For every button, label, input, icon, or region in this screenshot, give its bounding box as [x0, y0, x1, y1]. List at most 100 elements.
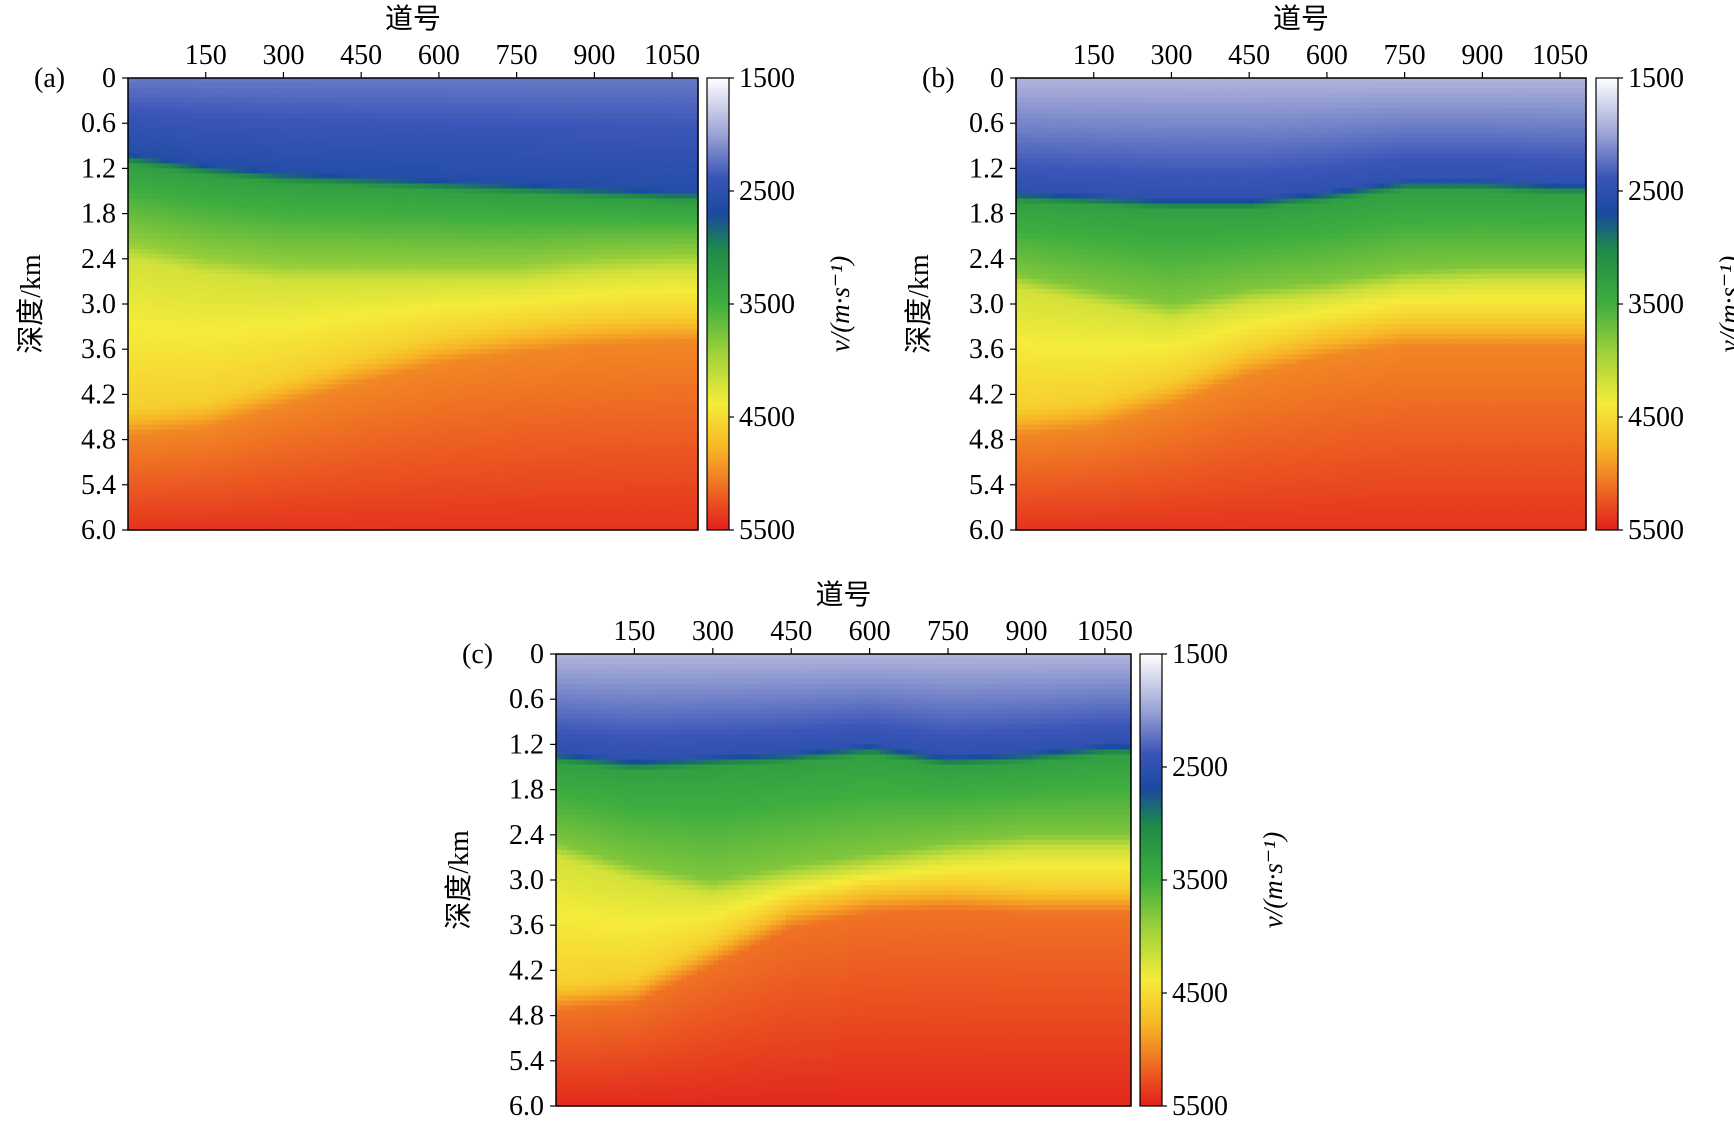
heatmap-cell — [267, 193, 274, 200]
heatmap-cell — [174, 394, 181, 401]
heatmap-cell — [252, 474, 259, 481]
heatmap-cell — [361, 233, 367, 240]
heatmap-cell — [288, 168, 295, 175]
heatmap-cell — [257, 263, 264, 270]
heatmap-cell — [350, 354, 357, 360]
heatmap-cell — [221, 208, 228, 215]
heatmap-cell — [413, 133, 419, 139]
heatmap-cell — [387, 379, 393, 385]
heatmap-cell — [179, 143, 186, 149]
heatmap-cell — [350, 384, 357, 390]
heatmap-cell — [267, 314, 274, 320]
heatmap-cell — [159, 429, 165, 436]
heatmap-cell — [231, 238, 238, 245]
heatmap-cell — [128, 464, 134, 471]
heatmap-cell — [216, 238, 222, 245]
heatmap-cell — [169, 399, 176, 406]
heatmap-cells — [128, 78, 699, 531]
heatmap-cell — [231, 469, 238, 476]
heatmap-cell — [231, 479, 238, 486]
heatmap-cell — [138, 268, 145, 275]
heatmap-cell — [387, 454, 393, 461]
heatmap-cell — [205, 309, 212, 315]
heatmap-cell — [361, 203, 367, 210]
heatmap-cell — [350, 138, 357, 144]
heatmap-cell — [143, 213, 150, 220]
heatmap-cell — [381, 133, 388, 139]
heatmap-cell — [361, 324, 367, 330]
heatmap-cell — [257, 158, 264, 164]
heatmap-cell — [174, 349, 181, 355]
heatmap-cell — [153, 459, 160, 466]
heatmap-cell — [205, 88, 212, 94]
heatmap-cell — [252, 163, 259, 169]
heatmap-cell — [299, 178, 305, 185]
heatmap-cell — [169, 118, 176, 124]
heatmap-cell — [190, 449, 196, 456]
heatmap-cell — [324, 218, 331, 225]
heatmap-cell — [216, 83, 222, 89]
heatmap-cell — [226, 389, 233, 395]
heatmap-cell — [350, 263, 357, 270]
heatmap-cell — [392, 349, 399, 355]
heatmap-cell — [143, 309, 150, 315]
heatmap-cell — [210, 153, 217, 159]
heatmap-cell — [133, 148, 139, 154]
heatmap-cell — [397, 414, 404, 421]
heatmap-cell — [402, 414, 409, 421]
heatmap-cell — [143, 283, 150, 290]
heatmap-cell — [304, 138, 310, 144]
heatmap-cell — [366, 479, 373, 486]
heatmap-cell — [174, 193, 181, 200]
heatmap-cell — [387, 349, 393, 355]
heatmap-cell — [159, 449, 165, 456]
heatmap-cell — [288, 218, 295, 225]
heatmap-cell — [324, 384, 331, 390]
heatmap-cell — [366, 108, 373, 114]
heatmap-cell — [169, 344, 176, 350]
heatmap-cell — [221, 173, 228, 180]
heatmap-cell — [185, 454, 191, 461]
heatmap-cell — [350, 133, 357, 139]
heatmap-cell — [273, 384, 279, 390]
heatmap-cell — [200, 304, 207, 310]
heatmap-cell — [371, 208, 378, 215]
heatmap-cell — [366, 369, 373, 375]
heatmap-cell — [128, 233, 134, 240]
heatmap-cell — [262, 228, 269, 235]
heatmap-cell — [293, 514, 300, 521]
heatmap-cell — [231, 298, 238, 305]
heatmap-cell — [138, 178, 145, 185]
heatmap-cell — [226, 248, 233, 255]
heatmap-cell — [226, 93, 233, 99]
heatmap-cell — [340, 113, 347, 119]
heatmap-cell — [252, 168, 259, 175]
heatmap-cell — [200, 424, 207, 431]
heatmap-cell — [356, 454, 362, 461]
heatmap-cell — [138, 263, 145, 270]
heatmap-cell — [242, 78, 248, 84]
heatmap-cell — [242, 83, 248, 89]
heatmap-cell — [247, 379, 253, 385]
heatmap-cell — [236, 143, 243, 149]
heatmap-cell — [226, 414, 233, 421]
heatmap-cell — [200, 334, 207, 340]
heatmap-cell — [407, 263, 414, 270]
heatmap-cell — [366, 424, 373, 431]
heatmap-cell — [273, 283, 279, 290]
heatmap-cell — [402, 298, 409, 305]
heatmap-cell — [226, 499, 233, 506]
heatmap-cell — [226, 118, 233, 124]
heatmap-cell — [293, 524, 300, 531]
heatmap-cell — [133, 524, 139, 531]
heatmap-cell — [200, 429, 207, 436]
heatmap-cell — [195, 128, 202, 134]
heatmap-cell — [293, 394, 300, 401]
heatmap-cell — [381, 283, 388, 290]
heatmap-cell — [231, 374, 238, 380]
heatmap-cell — [231, 304, 238, 310]
heatmap-cell — [407, 389, 414, 395]
heatmap-cell — [397, 374, 404, 380]
heatmap-cell — [356, 243, 362, 250]
heatmap-cell — [200, 193, 207, 200]
